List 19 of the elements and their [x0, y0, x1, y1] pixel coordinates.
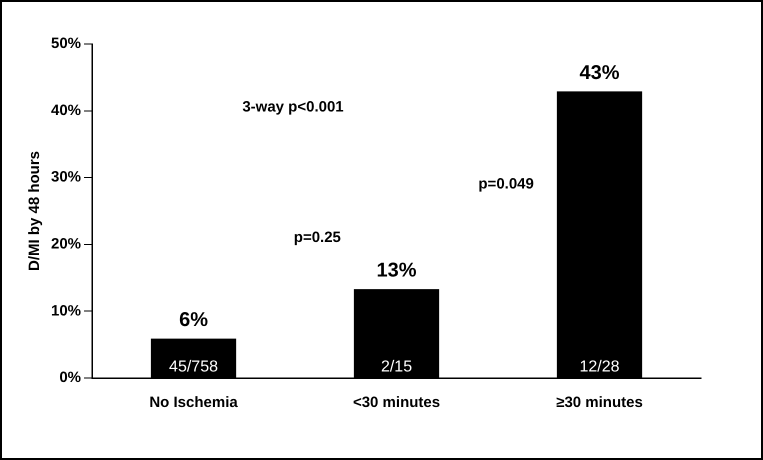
x-tick-label: <30 minutes [352, 394, 440, 412]
annotation: 3-way p<0.001 [242, 98, 344, 116]
data-label: 13% [376, 260, 417, 282]
y-tick-label: 0% [59, 369, 82, 386]
x-tick-label: ≥30 minutes [556, 394, 643, 412]
annotation: 2/15 [380, 358, 412, 376]
y-tick-label: 10% [50, 302, 82, 320]
y-tick-label: 20% [50, 236, 82, 253]
y-tick-label: 40% [50, 102, 82, 119]
annotation: 12/28 [579, 358, 620, 376]
y-tick-label: 50% [50, 35, 82, 52]
data-label: 43% [579, 62, 620, 84]
annotation: 45/758 [169, 358, 218, 376]
data-label: 6% [179, 309, 208, 332]
x-tick-label: No Ischemia [149, 394, 238, 412]
annotation: p=0.25 [294, 228, 341, 246]
y-axis-title: D/MI by 48 hours [26, 150, 44, 272]
y-tick-label: 30% [50, 168, 82, 186]
annotation: p=0.049 [478, 175, 534, 192]
